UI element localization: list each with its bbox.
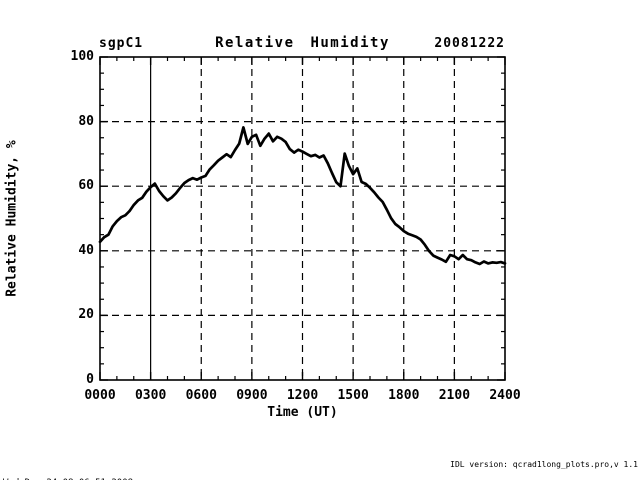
x-tick-label: 1500 — [337, 388, 369, 403]
footer-provenance: Wed Dec 24 08:06:51 2008 Battelle Pacifi… — [3, 446, 371, 480]
y-tick-label: 80 — [78, 113, 94, 129]
x-axis-title: Time (UT) — [267, 405, 338, 420]
x-tick-label: 2400 — [489, 388, 521, 403]
footer-generated-timestamp: Wed Dec 24 08:06:51 2008 — [3, 476, 371, 480]
y-axis-title: Relative Humidity, % — [4, 140, 20, 297]
y-tick-label: 40 — [78, 242, 94, 258]
footer-version-info: IDL version: qcrad1long_plots.pro,v 1.1 … — [388, 446, 638, 480]
x-tick-label: 1200 — [286, 388, 319, 403]
x-tick-label: 2100 — [438, 388, 471, 403]
idl-version-line: IDL version: qcrad1long_plots.pro,v 1.1 — [450, 460, 638, 469]
y-tick-label: 100 — [70, 49, 94, 64]
y-tick-label: 0 — [86, 372, 94, 387]
x-tick-label: 1800 — [388, 388, 420, 403]
chart-title: Relative Humidity — [215, 35, 390, 51]
y-tick-label: 60 — [78, 178, 94, 194]
x-tick-label: 0900 — [236, 388, 268, 403]
site-label: sgpC1 — [99, 36, 144, 51]
date-label: 20081222 — [434, 36, 505, 51]
x-tick-label: 0600 — [185, 388, 217, 403]
x-tick-label: 0000 — [84, 388, 116, 403]
y-tick-label: 20 — [78, 307, 94, 323]
humidity-series-line — [98, 126, 507, 266]
x-tick-label: 0300 — [134, 388, 167, 403]
